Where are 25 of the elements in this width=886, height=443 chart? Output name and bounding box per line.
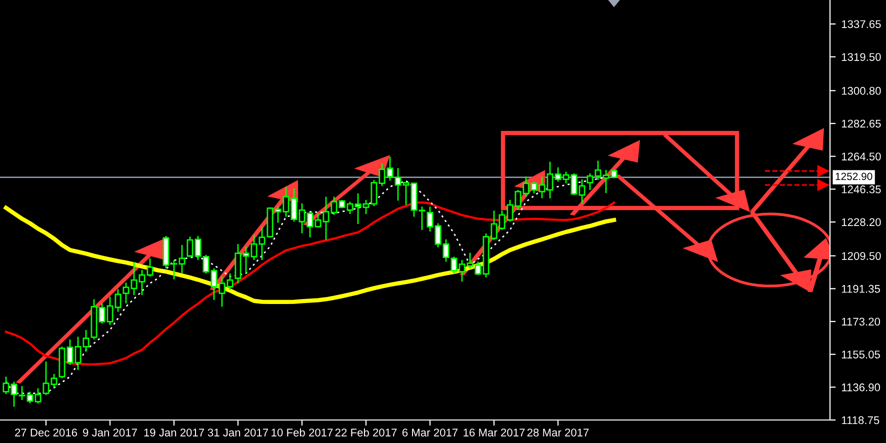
- line-series: [4, 206, 616, 304]
- y-tick-label: 1209.50: [842, 252, 881, 260]
- x-tick-label: 9 Jan 2017: [83, 428, 137, 436]
- x-tick-label: 22 Feb 2017: [335, 428, 397, 436]
- y-tick-label: 1337.65: [842, 20, 881, 28]
- y-tick-label: 1118.75: [842, 416, 880, 424]
- y-tick-label: 1228.20: [842, 218, 881, 226]
- y-tick-label: 1282.65: [842, 120, 881, 128]
- y-tick-label: 1155.05: [842, 350, 880, 358]
- ref-line-label: 1252.90: [836, 172, 872, 180]
- x-tick-label: 27 Dec 2016: [15, 428, 78, 436]
- line-series: [4, 201, 616, 366]
- x-tick-label: 19 Jan 2017: [144, 428, 204, 436]
- y-tick-label: 1191.35: [842, 284, 880, 293]
- x-tick-label: 31 Jan 2017: [208, 428, 268, 436]
- x-tick-label: 28 Mar 2017: [527, 428, 589, 436]
- x-tick-label: 6 Mar 2017: [402, 428, 458, 436]
- y-tick-label: 1319.50: [842, 53, 881, 61]
- x-tick-label: 10 Feb 2017: [272, 428, 333, 436]
- y-tick-label: 1246.35: [842, 185, 881, 194]
- y-tick-label: 1264.50: [842, 152, 881, 160]
- y-tick-label: 1136.90: [842, 383, 880, 392]
- x-tick-label: 16 Mar 2017: [464, 428, 525, 436]
- y-tick-label: 1173.20: [842, 318, 880, 326]
- y-tick-label: 1300.80: [842, 86, 881, 95]
